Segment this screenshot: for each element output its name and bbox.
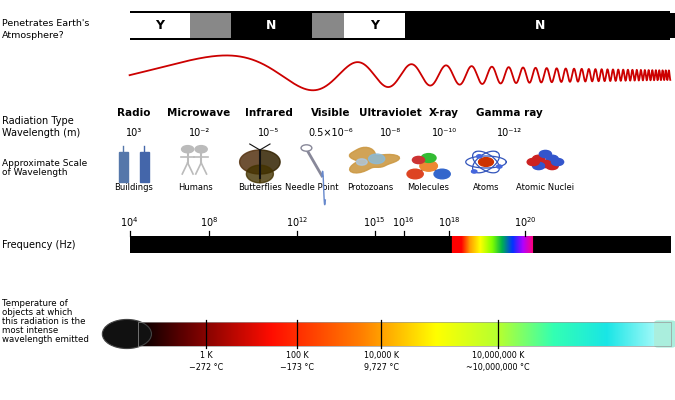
Text: 10³: 10³ <box>126 128 142 138</box>
Circle shape <box>479 158 493 166</box>
Text: Gamma ray: Gamma ray <box>477 108 543 118</box>
Text: this radiation is the: this radiation is the <box>2 317 86 326</box>
Text: Microwave: Microwave <box>167 108 231 118</box>
FancyBboxPatch shape <box>654 320 675 348</box>
Text: $10^{18}$: $10^{18}$ <box>437 215 460 229</box>
Text: Y: Y <box>155 19 165 32</box>
Text: $10^{15}$: $10^{15}$ <box>363 215 386 229</box>
Text: Infrared: Infrared <box>245 108 292 118</box>
Circle shape <box>539 150 551 158</box>
Circle shape <box>182 146 194 153</box>
Text: 10⁻¹²: 10⁻¹² <box>497 128 522 138</box>
Text: Penetrates Earth's: Penetrates Earth's <box>2 20 89 28</box>
Bar <box>130 11 670 40</box>
Text: 10,000 K
9,727 °C: 10,000 K 9,727 °C <box>364 351 399 372</box>
Circle shape <box>477 155 482 158</box>
Text: Atoms: Atoms <box>472 183 499 192</box>
Text: Frequency (Hz): Frequency (Hz) <box>2 240 76 250</box>
Text: N: N <box>535 19 545 32</box>
Text: Radio: Radio <box>117 108 151 118</box>
Circle shape <box>472 170 477 173</box>
Bar <box>119 152 128 182</box>
Text: $10^{12}$: $10^{12}$ <box>286 215 308 229</box>
Text: 10⁻⁸: 10⁻⁸ <box>379 128 401 138</box>
Bar <box>138 322 671 346</box>
Polygon shape <box>240 150 260 174</box>
Circle shape <box>497 165 502 168</box>
Text: Buildings: Buildings <box>114 183 153 192</box>
Bar <box>344 13 405 38</box>
Text: Protozoans: Protozoans <box>347 183 393 192</box>
Circle shape <box>434 169 450 179</box>
Bar <box>312 13 344 38</box>
Circle shape <box>527 158 539 166</box>
Bar <box>231 13 312 38</box>
Text: $10^{16}$: $10^{16}$ <box>392 215 415 229</box>
Bar <box>405 13 675 38</box>
Circle shape <box>551 158 564 166</box>
Text: Butterflies: Butterflies <box>238 183 282 192</box>
Text: Ultraviolet: Ultraviolet <box>359 108 421 118</box>
Text: objects at which: objects at which <box>2 308 72 317</box>
Text: 10⁻⁵: 10⁻⁵ <box>258 128 279 138</box>
Polygon shape <box>246 165 260 183</box>
Polygon shape <box>260 150 280 174</box>
Text: $10^{20}$: $10^{20}$ <box>514 215 537 229</box>
Text: 10⁻¹⁰: 10⁻¹⁰ <box>431 128 457 138</box>
Text: $10^{8}$: $10^{8}$ <box>200 215 219 229</box>
Circle shape <box>103 320 151 348</box>
Text: Radiation Type: Radiation Type <box>2 116 74 126</box>
Circle shape <box>369 154 385 164</box>
Text: Needle Point: Needle Point <box>285 183 339 192</box>
Bar <box>190 13 231 38</box>
Text: wavelength emitted: wavelength emitted <box>2 335 89 344</box>
Text: Visible: Visible <box>311 108 350 118</box>
Circle shape <box>421 154 436 162</box>
Text: Wavelength (m): Wavelength (m) <box>2 128 80 138</box>
Polygon shape <box>260 165 273 183</box>
Circle shape <box>356 159 367 165</box>
Text: Temperature of: Temperature of <box>2 300 68 308</box>
Circle shape <box>420 161 437 171</box>
Text: 100 K
−173 °C: 100 K −173 °C <box>280 351 314 372</box>
Bar <box>140 152 148 182</box>
Polygon shape <box>350 147 400 173</box>
Circle shape <box>533 162 545 170</box>
Text: Humans: Humans <box>178 183 213 192</box>
Circle shape <box>412 156 425 164</box>
Text: Approximate Scale: Approximate Scale <box>2 160 87 168</box>
Circle shape <box>546 162 558 170</box>
Bar <box>130 13 190 38</box>
Text: $10^{4}$: $10^{4}$ <box>120 215 139 229</box>
Text: Atomic Nuclei: Atomic Nuclei <box>516 183 574 192</box>
Text: Y: Y <box>370 19 379 32</box>
Circle shape <box>407 169 423 179</box>
Circle shape <box>301 145 312 151</box>
Text: most intense: most intense <box>2 326 58 335</box>
Text: 0.5×10⁻⁶: 0.5×10⁻⁶ <box>308 128 353 138</box>
Text: X-ray: X-ray <box>429 108 459 118</box>
Circle shape <box>546 155 558 162</box>
Text: 10,000,000 K
~10,000,000 °C: 10,000,000 K ~10,000,000 °C <box>466 351 530 372</box>
Circle shape <box>539 160 551 168</box>
Text: Atmosphere?: Atmosphere? <box>2 31 65 40</box>
Circle shape <box>195 146 207 153</box>
Text: 1 K
−272 °C: 1 K −272 °C <box>189 351 223 372</box>
Text: Molecules: Molecules <box>408 183 450 192</box>
Text: of Wavelength: of Wavelength <box>2 168 68 177</box>
Text: 10⁻²: 10⁻² <box>188 128 210 138</box>
Circle shape <box>533 155 545 162</box>
Text: N: N <box>266 19 277 32</box>
